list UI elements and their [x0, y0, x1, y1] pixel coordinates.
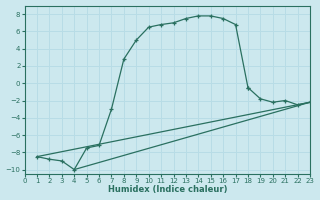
X-axis label: Humidex (Indice chaleur): Humidex (Indice chaleur)	[108, 185, 227, 194]
